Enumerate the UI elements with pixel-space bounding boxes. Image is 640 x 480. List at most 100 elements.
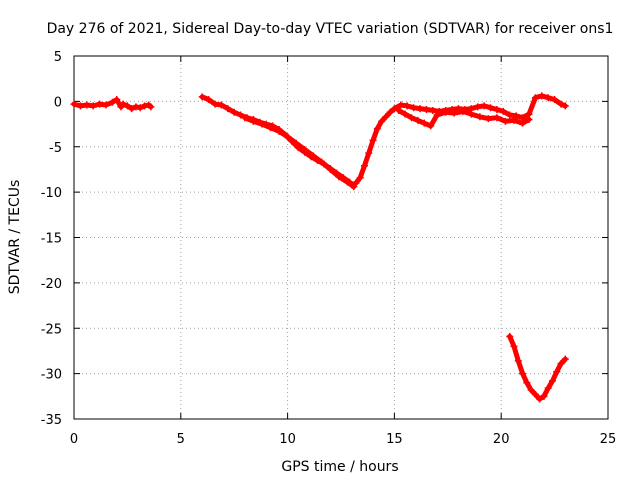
data-point [493,106,501,114]
chart-title: Day 276 of 2021, Sidereal Day-to-day VTE… [47,21,614,37]
data-point [350,183,358,191]
data-point [519,119,527,127]
data-point [258,120,266,128]
data-point [373,125,381,133]
data-point [275,127,283,135]
y-tick-label: -35 [41,413,62,428]
data-point [487,104,495,112]
data-point [335,173,343,181]
data-point [414,116,422,124]
data-point [420,119,428,127]
data-point [510,116,518,124]
data-point [378,117,386,125]
data-point [427,122,435,130]
data-point [519,370,527,378]
data-point [548,377,556,385]
data-point [523,379,531,387]
data-point [403,102,411,110]
data-point [557,360,565,368]
data-point [531,390,539,398]
data-point [527,386,535,394]
series-segment-5 [506,332,569,403]
data-point [224,105,232,113]
data-point [382,113,390,121]
data-point [544,384,552,392]
data-point [326,165,334,173]
data-point [343,178,351,186]
data-point [108,98,116,106]
data-point [217,101,225,109]
y-tick-label: -5 [49,141,62,156]
data-point [514,357,522,365]
data-point [132,103,140,111]
data-point [544,94,552,102]
data-point [140,102,148,110]
x-tick-label: 20 [493,432,510,447]
data-point [540,392,548,400]
data-point [113,96,121,104]
data-point [429,106,437,114]
data-point [499,107,507,115]
data-point [96,100,104,108]
data-point [422,106,430,114]
x-tick-label: 5 [177,432,185,447]
data-point [301,145,309,153]
data-point [557,100,565,108]
data-series [70,92,569,403]
data-point [480,102,488,110]
series-segment-4 [395,106,533,130]
y-tick-label: 5 [54,50,62,65]
data-point [360,162,368,170]
data-point [119,100,127,108]
data-point [147,103,155,111]
data-point [395,106,403,114]
data-point [356,174,364,182]
data-point [442,108,450,116]
data-point [83,101,91,109]
x-tick-label: 25 [600,432,617,447]
y-tick-label: -10 [41,186,62,201]
y-tick-label: -20 [41,277,62,292]
series-segment-1 [70,96,155,113]
data-point [512,112,520,120]
data-point [484,115,492,123]
data-point [128,105,136,113]
data-point [241,114,249,122]
data-point [267,124,275,132]
data-point [230,108,238,116]
data-point [309,152,317,160]
y-tick-label: -25 [41,322,62,337]
data-point [416,105,424,113]
x-axis-title: GPS time / hours [281,459,398,475]
data-point [205,96,213,104]
data-point [123,102,131,110]
data-point [70,100,78,108]
data-point [536,395,544,403]
grid-lines [74,56,608,419]
data-point [561,355,569,363]
x-tick-label: 15 [386,432,403,447]
data-point [476,113,484,121]
data-point [369,136,377,144]
y-tick-label: -15 [41,232,62,247]
data-point [450,109,458,117]
axis-ticks: 0 5 10 15 20 25 5 0 -5 -10 -15 -20 -25 -30 -35 [41,50,617,447]
data-point [365,149,373,157]
data-point [198,93,206,101]
x-tick-label: 0 [70,432,78,447]
data-point [506,111,514,119]
x-tick-label: 10 [279,432,296,447]
data-point [386,108,394,116]
data-point [401,110,409,118]
data-point [89,102,97,110]
y-axis-title: SDTVAR / TECUs [7,180,23,295]
data-point [249,117,257,125]
data-point [474,103,482,111]
y-tick-label: 0 [54,95,62,110]
data-point [531,94,539,102]
y-tick-label: -30 [41,368,62,383]
data-point [551,96,559,104]
data-point [390,105,398,113]
